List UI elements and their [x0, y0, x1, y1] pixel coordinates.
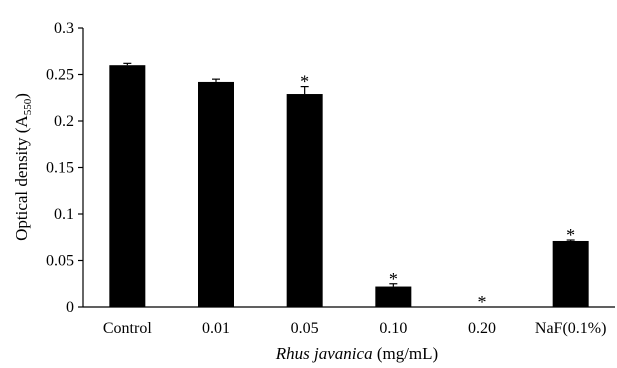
y-axis-title-text: Optical density: [12, 137, 31, 241]
significance-marker: *: [566, 225, 575, 245]
x-category-label: 0.20: [468, 320, 496, 337]
x-axis-title: Rhus javanica (mg/mL): [275, 344, 438, 363]
y-tick-label: 0.05: [46, 253, 74, 270]
significance-marker: *: [389, 269, 398, 289]
y-tick-label: 0.3: [54, 20, 74, 37]
y-tick-label: 0.15: [46, 160, 74, 177]
y-tick-label: 0: [66, 299, 74, 316]
bar: [286, 94, 323, 307]
x-category-label: 0.05: [291, 320, 319, 337]
x-category-label: Control: [103, 320, 152, 337]
bar: [109, 65, 146, 307]
y-axis-unit-base: A: [12, 115, 31, 128]
bar: [375, 286, 412, 307]
x-category-label: 0.10: [379, 320, 407, 337]
bar: [552, 240, 589, 307]
bars: * * * *: [109, 62, 589, 312]
bar: [198, 81, 234, 307]
y-tick-label: 0.25: [46, 67, 74, 84]
y-axis-title: Optical density (A550): [12, 93, 34, 241]
y-axis-ticks: 0 0.05 0.1 0.15 0.2 0.25 0.3: [46, 20, 83, 316]
y-axis-unit-sub: 550: [22, 98, 34, 115]
x-axis-title-unit: (mg/mL): [373, 344, 439, 363]
x-category-label: 0.01: [202, 320, 230, 337]
x-category-label: NaF(0.1%): [535, 320, 607, 337]
significance-marker: *: [300, 72, 309, 92]
x-axis-title-italic: Rhus javanica: [275, 344, 373, 363]
y-tick-label: 0.1: [54, 206, 74, 223]
x-axis-labels: Control 0.01 0.05 0.10 0.20 NaF(0.1%): [103, 320, 607, 337]
significance-marker: *: [478, 292, 487, 312]
y-tick-label: 0.2: [54, 113, 74, 130]
